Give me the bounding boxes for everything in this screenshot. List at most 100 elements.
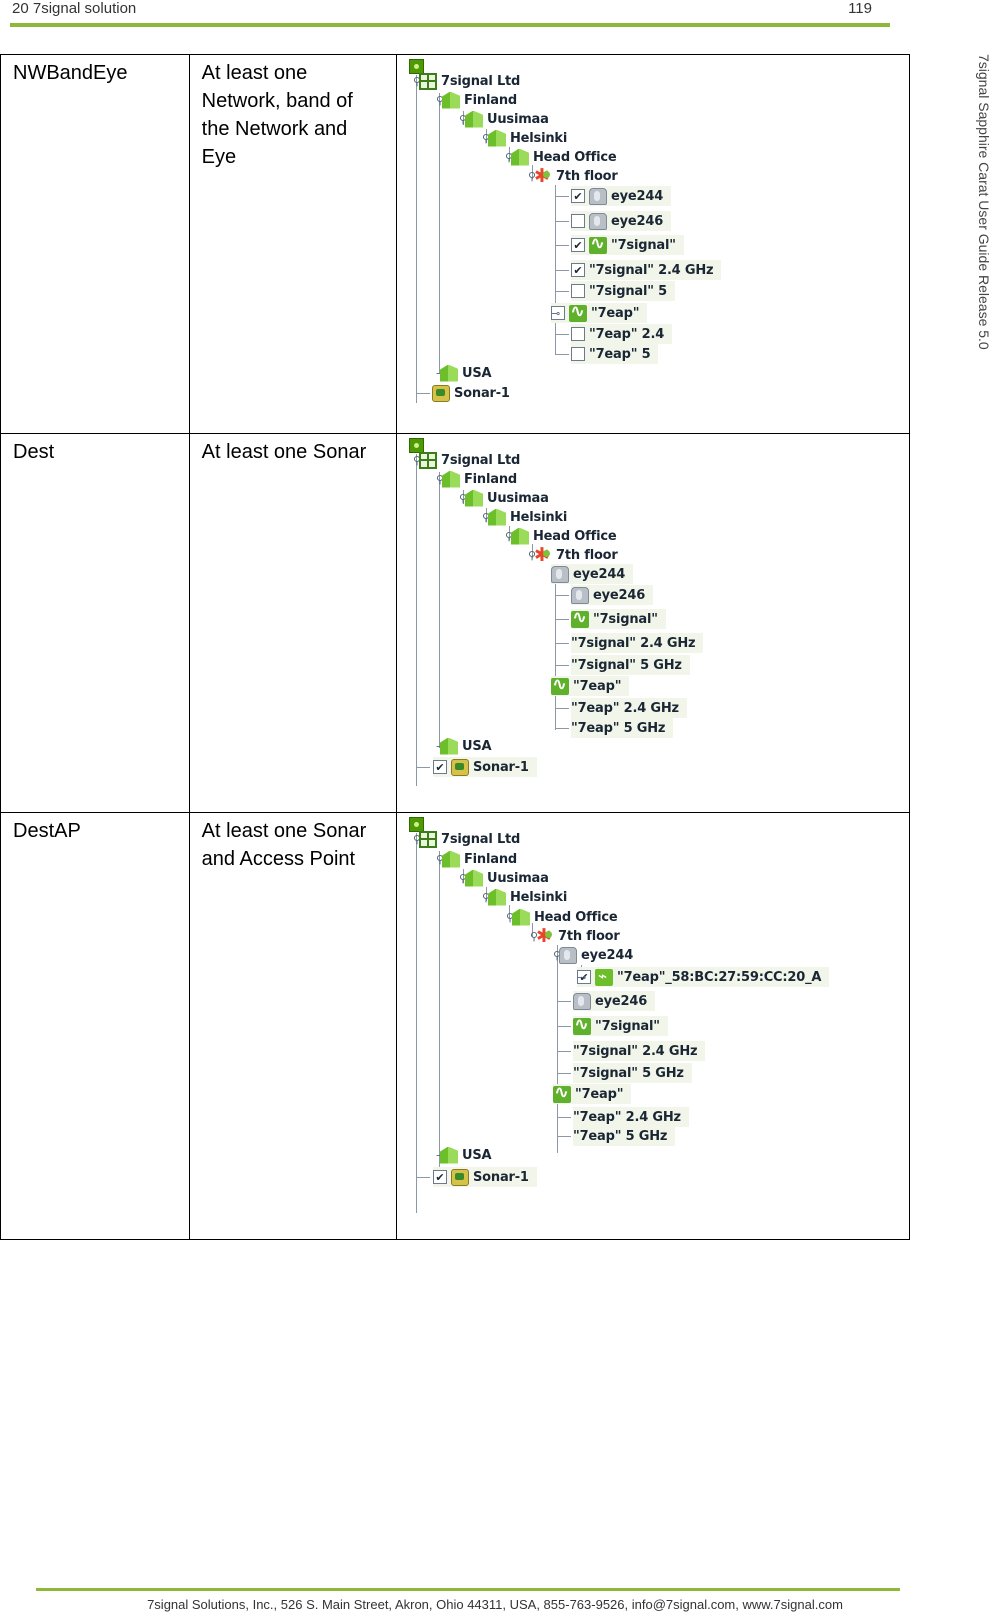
tree-node-label: "7eap" 2.4 GHz — [573, 1109, 681, 1125]
tree-node-access-point[interactable]: ⊸✔ "7eap"_58:BC:27:59:CC:20_A — [577, 967, 830, 987]
node-checkbox[interactable] — [571, 284, 585, 298]
tree-node-band[interactable]: ✔ "7signal" 2.4 GHz — [571, 260, 722, 280]
tree-node-label: 7th floor — [558, 928, 620, 944]
tree-node-eye244[interactable]: ⚲ eye244 — [553, 945, 633, 965]
expand-handle-icon[interactable]: ⚲ — [413, 453, 422, 467]
expand-handle-icon[interactable]: ⚲ — [528, 548, 537, 562]
tree-node-city[interactable]: ⚲ Helsinki — [482, 507, 567, 527]
tree-node-band[interactable]: "7signal" 2.4 GHz — [571, 633, 704, 653]
tree-node-eye246[interactable]: eye246 — [571, 211, 672, 231]
tree-node-band[interactable]: "7signal" 5 GHz — [571, 655, 690, 675]
tree-node-band[interactable]: "7eap" 2.4 — [571, 324, 673, 344]
expand-handle-icon[interactable]: ⚲ — [413, 832, 422, 846]
tree-node-usa[interactable]: ⊸USA — [436, 363, 492, 383]
expand-handle-icon[interactable]: ⚲ — [528, 169, 537, 183]
tree-node-network-7eap[interactable]: ⊸"7eap" — [553, 1082, 632, 1104]
tree-node-site[interactable]: ⚲ Head Office — [506, 907, 618, 927]
tree-node-region[interactable]: ⚲ Uusimaa — [459, 488, 549, 508]
tree-node-country[interactable]: ⚲ Finland — [436, 90, 517, 110]
tree-node-floor[interactable]: ⚲ 7th floor — [530, 925, 620, 947]
tree-node-eye244[interactable]: ⊸eye244 — [551, 564, 634, 584]
tree-node-network-7eap[interactable]: ⊸"7eap" — [551, 674, 630, 696]
expand-handle-icon[interactable]: ⚲ — [553, 948, 562, 962]
node-checkbox[interactable]: ✔ — [571, 263, 585, 277]
expand-handle-icon[interactable]: ⚲ — [459, 112, 468, 126]
eye-sensor-icon — [573, 992, 591, 1010]
expand-handle-icon[interactable]: ⚲ — [459, 491, 468, 505]
tree-node-region[interactable]: ⚲ Uusimaa — [459, 868, 549, 888]
tree-node-band[interactable]: "7signal" 5 — [571, 281, 675, 301]
expand-handle-icon[interactable]: ⚲ — [436, 93, 445, 107]
tree-node-band[interactable]: "7eap" 5 — [571, 344, 659, 364]
tree-node-network-7signal[interactable]: "7signal" — [571, 607, 666, 629]
side-title-text: 7signal Sapphire Carat User Guide Releas… — [976, 54, 990, 350]
node-checkbox[interactable] — [551, 306, 565, 320]
tree-node-country[interactable]: ⚲ Finland — [436, 469, 517, 489]
expand-handle-icon[interactable]: ⚲ — [482, 510, 491, 524]
node-checkbox[interactable]: ✔ — [433, 1170, 447, 1184]
expand-handle-icon[interactable]: ⚲ — [436, 472, 445, 486]
expand-handle-icon[interactable]: ⊸ — [577, 970, 587, 984]
eye-sensor-icon — [551, 565, 569, 583]
expand-handle-icon[interactable]: ⚲ — [482, 131, 491, 145]
tree-node-floor[interactable]: ⚲ 7th floor — [528, 544, 618, 566]
node-checkbox[interactable] — [571, 327, 585, 341]
node-checkbox[interactable] — [571, 347, 585, 361]
tree-line — [555, 354, 569, 355]
tree-node-label: "7signal" — [611, 237, 676, 253]
tree-node-network-7eap[interactable]: ⊸"7eap" — [551, 301, 648, 323]
tree-node-network-7signal[interactable]: ✔ "7signal" — [571, 233, 684, 255]
tree-node-eye244[interactable]: ✔ eye244 — [571, 186, 672, 206]
node-checkbox[interactable] — [571, 214, 585, 228]
tree-node-label: Head Office — [534, 909, 618, 925]
tree-line — [555, 708, 569, 709]
node-checkbox[interactable]: ✔ — [571, 189, 585, 203]
expand-handle-icon[interactable]: ⚲ — [505, 150, 514, 164]
tree-node-usa[interactable]: ⊸USA — [436, 736, 492, 756]
tree-node-company[interactable]: ⚲ 7signal Ltd — [413, 450, 520, 470]
tree-node-region[interactable]: ⚲ Uusimaa — [459, 109, 549, 129]
tree-node-country[interactable]: ⚲ Finland — [436, 849, 517, 869]
expand-handle-icon[interactable]: ⚲ — [506, 910, 515, 924]
expand-handle-icon[interactable]: ⚲ — [482, 890, 491, 904]
tree-node-band[interactable]: "7eap" 5 GHz — [573, 1126, 676, 1146]
tree-line — [486, 508, 487, 522]
tree-node-network-7signal[interactable]: "7signal" — [573, 1014, 668, 1036]
tree-node-eye246[interactable]: eye246 — [573, 991, 656, 1011]
tree-node-band[interactable]: "7signal" 2.4 GHz — [573, 1041, 706, 1061]
sonar-icon — [451, 758, 469, 776]
tree-node-city[interactable]: ⚲ Helsinki — [482, 887, 567, 907]
expand-handle-icon[interactable]: ⊸ — [551, 306, 561, 320]
expand-handle-icon[interactable]: ⚲ — [459, 871, 468, 885]
expand-handle-icon[interactable]: ⚲ — [530, 929, 539, 943]
tree-node-site[interactable]: ⚲ Head Office — [505, 147, 617, 167]
tree-node-band[interactable]: "7eap" 5 GHz — [571, 718, 674, 738]
node-checkbox[interactable]: ✔ — [577, 970, 591, 984]
tree-node-band[interactable]: "7signal" 5 GHz — [573, 1063, 692, 1083]
tree-node-sonar[interactable]: ✔ Sonar-1 — [433, 1167, 537, 1187]
node-checkbox[interactable]: ✔ — [571, 238, 585, 252]
tree-node-company[interactable]: ⚲ 7signal Ltd — [413, 71, 520, 91]
expand-handle-icon[interactable]: ⚲ — [436, 852, 445, 866]
tree-node-company[interactable]: ⚲ 7signal Ltd — [413, 829, 520, 849]
tree-node-city[interactable]: ⚲ Helsinki — [482, 128, 567, 148]
tree-node-eye246[interactable]: eye246 — [571, 585, 654, 605]
tree-node-label: Uusimaa — [487, 111, 549, 127]
tree-node-sonar[interactable]: Sonar-1 — [432, 383, 510, 403]
expand-handle-icon[interactable]: ⚲ — [413, 74, 422, 88]
tree-node-label: "7eap" 2.4 GHz — [571, 700, 679, 716]
tree-line — [555, 564, 556, 730]
criteria-name: Dest — [13, 441, 55, 463]
tree-line — [557, 1026, 571, 1027]
expand-handle-icon[interactable]: ⚲ — [505, 529, 514, 543]
tree-node-band[interactable]: "7eap" 2.4 GHz — [573, 1107, 689, 1127]
building-icon — [512, 908, 530, 926]
tree-node-label: Head Office — [533, 149, 617, 165]
tree-node-site[interactable]: ⚲ Head Office — [505, 526, 617, 546]
tree-node-floor[interactable]: ⚲ 7th floor — [528, 165, 618, 187]
network-icon — [551, 674, 569, 695]
tree-node-usa[interactable]: ⊸USA — [436, 1145, 492, 1165]
tree-node-sonar[interactable]: ✔ Sonar-1 — [433, 757, 537, 777]
node-checkbox[interactable]: ✔ — [433, 760, 447, 774]
tree-node-band[interactable]: "7eap" 2.4 GHz — [571, 698, 687, 718]
